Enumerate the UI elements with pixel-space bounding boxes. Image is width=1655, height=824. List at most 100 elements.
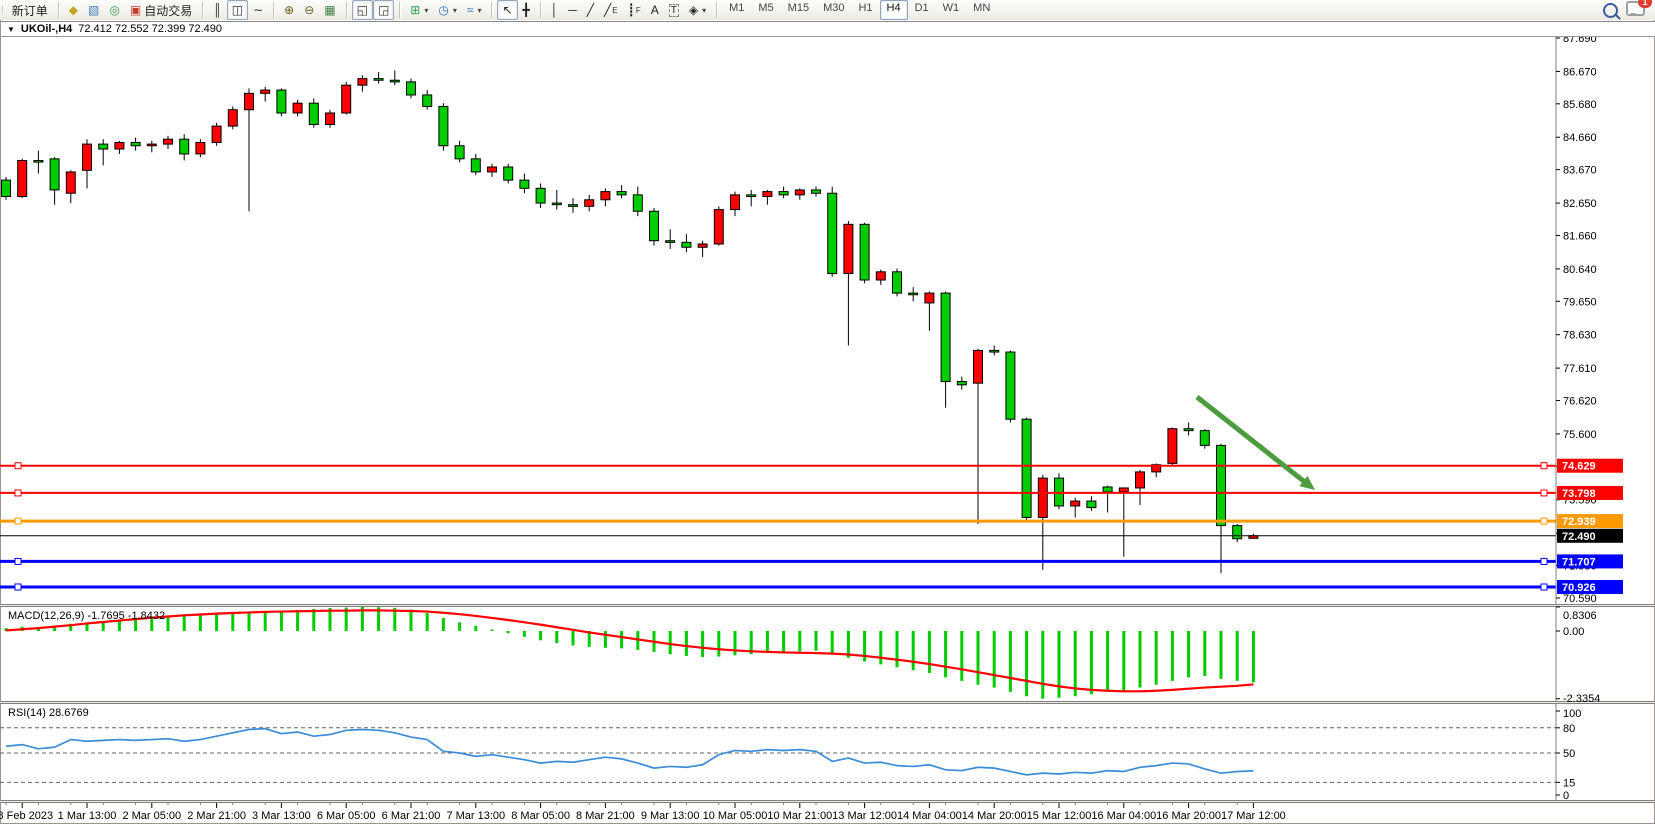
chevron-down-icon[interactable]: ▾ <box>702 5 707 15</box>
search-icon[interactable] <box>1603 2 1618 18</box>
candle-down <box>454 145 465 160</box>
vertical-line-button[interactable]: │ <box>546 0 564 20</box>
trendline-button[interactable]: ╱ <box>582 0 599 20</box>
chevron-down-icon[interactable]: ▾ <box>452 5 457 15</box>
candle-up <box>195 141 206 155</box>
candle-up <box>713 209 724 245</box>
candle-down <box>989 349 1000 353</box>
timeframe-m30-button[interactable]: M30 <box>823 2 845 14</box>
hline-handle[interactable] <box>14 489 22 497</box>
trend-arrow-head <box>1299 475 1315 490</box>
timeframe-d1-button[interactable]: D1 <box>914 2 929 14</box>
zoom-in-icon: ⊕ <box>284 3 295 17</box>
candle-up <box>973 349 983 384</box>
candle-up <box>600 191 611 201</box>
tile-windows-icon[interactable]: ▦ <box>319 0 340 20</box>
macd-tick-label: 0.00 <box>1563 626 1584 638</box>
candle-up <box>325 112 335 125</box>
indicators-button[interactable]: ≈ ▾ <box>462 0 487 20</box>
crosshair-icon: ╋ <box>522 3 530 17</box>
line-chart-icon[interactable]: ∼ <box>248 0 268 20</box>
indicator-window-icon[interactable]: ◱ <box>351 0 373 20</box>
chevron-down-icon[interactable]: ▾ <box>424 5 429 15</box>
candle-up <box>146 143 157 147</box>
fibonacci-icon: ┋ <box>627 3 635 17</box>
notification-count-badge: 1 <box>1638 0 1652 8</box>
timeframe-h4-button[interactable]: H4 <box>879 0 908 20</box>
hline-handle[interactable] <box>1540 557 1548 565</box>
candle-down <box>535 187 546 204</box>
new-order-button[interactable]: 新订单 <box>7 0 53 20</box>
price-tick-label: 75.600 <box>1563 429 1597 441</box>
time-axis[interactable]: 28 Feb 2023 1 Mar 13:00 2 Mar 05:00 2 Mar 2… <box>0 803 1286 822</box>
price-axis[interactable]: 87.69086.67085.68084.66083.67082.65081.6… <box>1556 33 1597 605</box>
timeframe-w1-button[interactable]: W1 <box>942 2 960 14</box>
timeframe-m5-button[interactable]: M5 <box>758 2 774 14</box>
hline-handle[interactable] <box>1540 517 1548 525</box>
price-tick-label: 80.640 <box>1563 264 1597 276</box>
rsi-tick-label: 100 <box>1563 708 1581 720</box>
hline-handle[interactable] <box>1540 583 1548 591</box>
candle-down <box>470 158 481 173</box>
text-button[interactable]: A <box>646 0 664 20</box>
candle-up <box>762 191 773 198</box>
hline-handle[interactable] <box>14 462 22 470</box>
signals-icon[interactable]: ◎ <box>104 0 124 20</box>
price-tick-label: 78.630 <box>1563 330 1597 342</box>
candle-down <box>778 191 789 196</box>
zoom-in-icon[interactable]: ⊕ <box>279 0 299 20</box>
profile-chart-icon[interactable]: ▧ <box>83 0 104 20</box>
text-label-button[interactable]: T <box>664 0 684 20</box>
candle-up <box>65 171 76 194</box>
chart-canvas[interactable]: 87.69086.67085.68084.66083.67082.65081.6… <box>0 20 1655 824</box>
channel-button[interactable]: ╱ E <box>599 0 623 20</box>
timeframe-mn-button[interactable]: MN <box>973 2 991 14</box>
rsi-line <box>5 727 1254 776</box>
hline-handle[interactable] <box>1540 489 1548 497</box>
macd-pane: MACD(12,26,9) -1.7695 -1.8432 0.8306 0.00 -… <box>4 606 1600 705</box>
new-chart-button[interactable]: ⊞ ▾ <box>405 0 433 20</box>
candlestick-chart-icon[interactable]: ◫ <box>226 0 249 20</box>
bar-chart-icon[interactable]: ║ <box>208 0 227 20</box>
profile-chart-icon: ▧ <box>88 3 100 17</box>
candle-down <box>49 158 60 191</box>
market-watch-icon[interactable]: ◆ <box>64 0 83 20</box>
rsi-label: RSI(14) 28.6769 <box>8 707 89 719</box>
candle-down <box>33 159 44 163</box>
hline-handle[interactable] <box>14 517 22 525</box>
cursor-button[interactable]: ↖ <box>497 0 518 20</box>
time-tick-label: 6 Mar 05:00 <box>317 810 376 822</box>
signals-icon: ◎ <box>109 3 120 17</box>
macd-tick-label: 0.8306 <box>1563 610 1597 622</box>
candle-down <box>568 204 578 207</box>
zoom-out-icon[interactable]: ⊖ <box>299 0 319 20</box>
chart-dropdown-icon[interactable]: ▼ <box>7 24 15 34</box>
timeframe-m15-button[interactable]: M15 <box>787 2 810 14</box>
profiles-button[interactable]: ◷ ▾ <box>433 0 462 20</box>
candle-up <box>843 223 854 274</box>
candle-down <box>649 210 659 242</box>
autotrading-button-label: 自动交易 <box>144 3 193 18</box>
vertical-line-icon: │ <box>550 3 559 17</box>
timeframe-m1-button[interactable]: M1 <box>729 2 745 14</box>
candle-up <box>697 243 708 248</box>
time-tick-label: 28 Feb 2023 <box>0 810 53 822</box>
autotrading-button[interactable]: ▣ 自动交易 <box>125 0 197 20</box>
hline-handle[interactable] <box>14 557 22 565</box>
fibonacci-button[interactable]: ┋ F <box>623 0 646 20</box>
candle-down <box>859 223 870 281</box>
crosshair-button[interactable]: ╋ <box>518 0 535 20</box>
timeframe-h1-button[interactable]: H1 <box>858 2 873 14</box>
shift-chart-icon[interactable]: ◲ <box>372 0 395 20</box>
candle-up <box>163 138 173 145</box>
chevron-down-icon[interactable]: ▾ <box>477 5 482 15</box>
arrows-button[interactable]: ◈ ▾ <box>684 0 711 20</box>
time-tick-label: 1 Mar 13:00 <box>58 810 117 822</box>
time-tick-label: 10 Mar 05:00 <box>703 810 768 822</box>
trend-arrow[interactable] <box>1195 395 1311 488</box>
hline-handle[interactable] <box>1540 462 1548 470</box>
candle-down <box>1183 428 1194 432</box>
candle-up <box>1167 428 1178 464</box>
horizontal-line-button[interactable]: ─ <box>563 0 582 20</box>
hline-handle[interactable] <box>14 583 22 591</box>
